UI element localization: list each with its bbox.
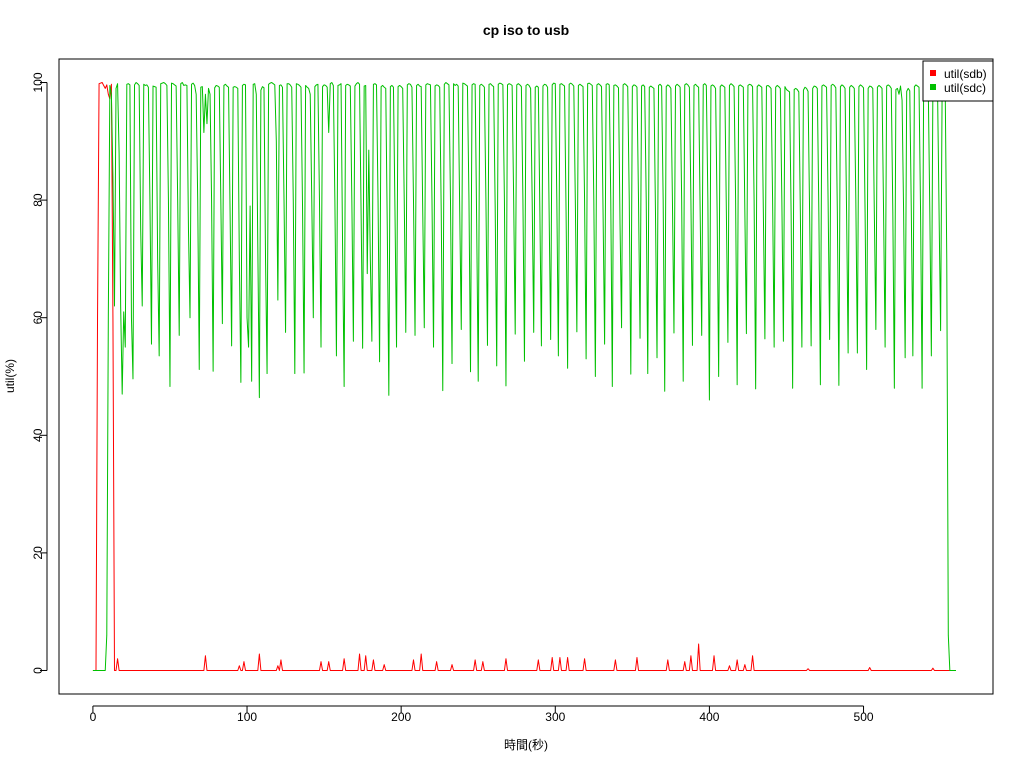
x-tick-label: 0 [90, 710, 97, 724]
y-tick-label: 100 [31, 72, 45, 92]
series-line-util-sdb [92, 82, 957, 671]
y-tick-label: 0 [31, 667, 45, 674]
legend-swatch-sdb [930, 70, 936, 76]
y-tick-label: 80 [31, 193, 45, 207]
x-tick-label: 500 [854, 710, 874, 724]
x-tick-label: 400 [699, 710, 719, 724]
y-axis: 0 20 40 60 80 100 [31, 72, 48, 674]
legend-swatch-sdc [930, 84, 936, 90]
x-tick-label: 100 [237, 710, 257, 724]
y-tick-label: 60 [31, 311, 45, 325]
x-tick-label: 300 [545, 710, 565, 724]
x-axis: 0 100 200 300 400 500 [90, 705, 874, 724]
x-tick-label: 200 [391, 710, 411, 724]
legend: util(sdb) util(sdc) [922, 60, 994, 102]
legend-box [922, 60, 994, 102]
legend-label-sdb: util(sdb) [944, 67, 987, 81]
y-axis-label: util(%) [3, 359, 17, 393]
series-line-util-sdc [92, 82, 957, 671]
x-axis-label: 時間(秒) [504, 738, 548, 752]
chart-title: cp iso to usb [483, 22, 569, 38]
plot-frame [58, 58, 994, 695]
legend-label-sdc: util(sdc) [944, 81, 986, 95]
y-tick-label: 40 [31, 428, 45, 442]
plot-lines [92, 82, 957, 671]
y-tick-label: 20 [31, 546, 45, 560]
